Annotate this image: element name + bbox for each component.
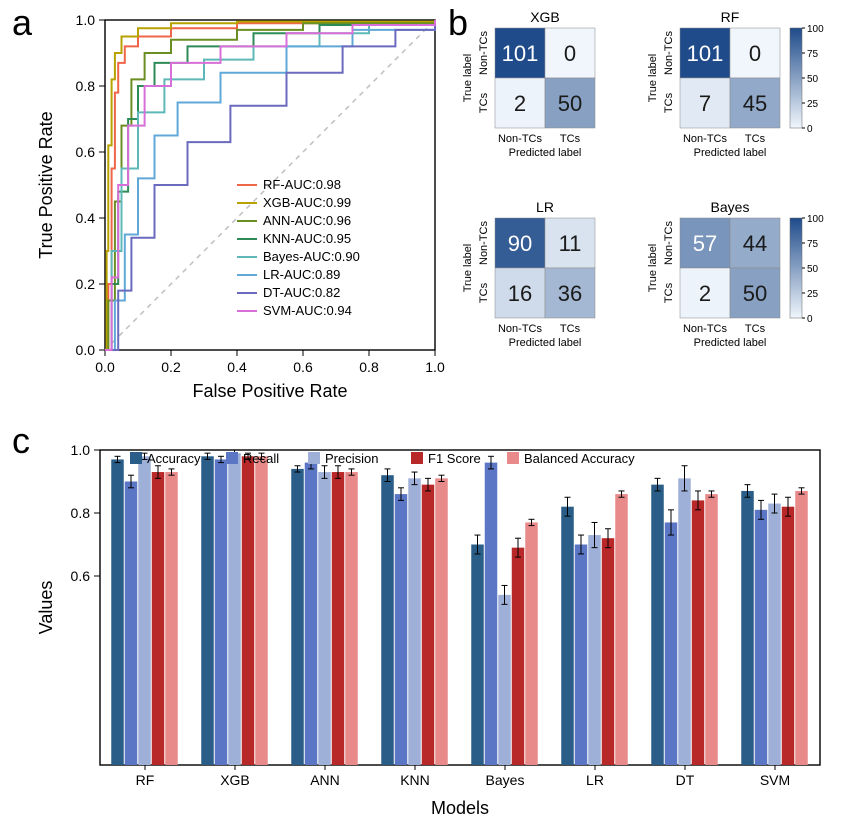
svg-text:0.8: 0.8 <box>76 78 96 94</box>
svg-text:Non-TCs: Non-TCs <box>663 221 675 266</box>
svg-text:44: 44 <box>743 231 767 256</box>
svg-text:TCs: TCs <box>560 323 581 335</box>
svg-text:SVM-AUC:0.94: SVM-AUC:0.94 <box>263 303 352 318</box>
svg-text:0.6: 0.6 <box>76 144 96 160</box>
svg-text:1.0: 1.0 <box>76 12 96 28</box>
svg-text:DT-AUC:0.82: DT-AUC:0.82 <box>263 285 340 300</box>
svg-text:90: 90 <box>508 231 532 256</box>
svg-text:DT: DT <box>676 772 695 788</box>
svg-text:RF: RF <box>721 9 740 25</box>
svg-text:0.6: 0.6 <box>71 568 91 584</box>
svg-text:Non-TCs: Non-TCs <box>478 221 490 266</box>
svg-text:LR-AUC:0.89: LR-AUC:0.89 <box>263 267 340 282</box>
svg-text:0.8: 0.8 <box>359 359 379 375</box>
svg-text:XGB: XGB <box>530 9 560 25</box>
svg-text:Accuracy: Accuracy <box>147 451 201 466</box>
svg-text:True label: True label <box>462 244 474 293</box>
svg-text:1.0: 1.0 <box>425 359 445 375</box>
svg-text:Values: Values <box>36 581 56 635</box>
svg-text:16: 16 <box>508 281 532 306</box>
svg-text:45: 45 <box>743 91 767 116</box>
svg-text:25: 25 <box>807 289 819 300</box>
svg-text:50: 50 <box>807 264 819 275</box>
svg-text:2: 2 <box>699 281 711 306</box>
svg-text:1.0: 1.0 <box>71 442 91 458</box>
svg-text:LR: LR <box>586 772 604 788</box>
svg-text:0: 0 <box>807 314 813 325</box>
svg-text:ANN-AUC:0.96: ANN-AUC:0.96 <box>263 213 351 228</box>
metrics-bar-chart: 0.6 0.8 1.0 Values Models RF XGB ANN KNN Bayes LR D… <box>30 430 830 820</box>
roc-chart: 0.00.0 0.2 0.2 0.4 0.4 0.6 0.6 0.8 0.8 1.0 1.0 Fals… <box>30 5 450 405</box>
svg-text:0: 0 <box>749 41 761 66</box>
svg-text:100: 100 <box>807 214 824 225</box>
svg-text:101: 101 <box>687 41 724 66</box>
svg-text:0.0: 0.0 <box>95 359 115 375</box>
svg-text:Models: Models <box>431 798 489 818</box>
svg-text:SVM: SVM <box>760 772 790 788</box>
svg-text:Recall: Recall <box>243 451 279 466</box>
svg-text:57: 57 <box>693 231 717 256</box>
svg-text:0.4: 0.4 <box>76 210 96 226</box>
svg-text:Predicted label: Predicted label <box>509 147 582 159</box>
svg-text:50: 50 <box>558 91 582 116</box>
svg-text:100: 100 <box>807 24 824 35</box>
svg-text:Non-TCs: Non-TCs <box>663 31 675 76</box>
svg-text:True label: True label <box>647 244 659 293</box>
svg-text:75: 75 <box>807 239 819 250</box>
svg-text:True label: True label <box>462 54 474 103</box>
svg-text:LR: LR <box>536 199 554 215</box>
svg-text:Bayes: Bayes <box>486 772 525 788</box>
svg-text:ANN: ANN <box>310 772 340 788</box>
svg-text:RF: RF <box>136 772 155 788</box>
svg-text:Non-TCs: Non-TCs <box>498 133 543 145</box>
svg-text:Non-TCs: Non-TCs <box>683 133 728 145</box>
svg-text:False Positive Rate: False Positive Rate <box>192 381 347 401</box>
svg-text:Balanced Accuracy: Balanced Accuracy <box>524 451 635 466</box>
svg-text:Non-TCs: Non-TCs <box>478 31 490 76</box>
svg-text:F1 Score: F1 Score <box>428 451 481 466</box>
svg-text:Precision: Precision <box>325 451 378 466</box>
svg-text:0.2: 0.2 <box>161 359 181 375</box>
svg-text:0.6: 0.6 <box>293 359 313 375</box>
svg-text:11: 11 <box>559 231 582 256</box>
svg-text:RF-AUC:0.98: RF-AUC:0.98 <box>263 177 341 192</box>
svg-text:KNN: KNN <box>400 772 430 788</box>
svg-text:XGB: XGB <box>220 772 250 788</box>
svg-text:True label: True label <box>647 54 659 103</box>
svg-text:XGB-AUC:0.99: XGB-AUC:0.99 <box>263 195 351 210</box>
svg-text:Non-TCs: Non-TCs <box>683 323 728 335</box>
svg-text:0.0: 0.0 <box>76 342 96 358</box>
panel-label-c: c <box>12 420 30 462</box>
svg-text:Predicted label: Predicted label <box>694 147 767 159</box>
svg-text:Non-TCs: Non-TCs <box>498 323 543 335</box>
svg-text:TCs: TCs <box>478 92 490 113</box>
svg-text:36: 36 <box>558 281 582 306</box>
svg-text:0.2: 0.2 <box>76 276 96 292</box>
svg-text:0: 0 <box>807 124 813 135</box>
svg-text:Bayes-AUC:0.90: Bayes-AUC:0.90 <box>263 249 360 264</box>
svg-text:0: 0 <box>564 41 576 66</box>
svg-text:0.8: 0.8 <box>71 505 91 521</box>
svg-text:Predicted label: Predicted label <box>694 337 767 349</box>
svg-text:Predicted label: Predicted label <box>509 337 582 349</box>
svg-text:101: 101 <box>502 41 539 66</box>
svg-text:TCs: TCs <box>745 323 766 335</box>
svg-text:50: 50 <box>743 281 767 306</box>
svg-text:2: 2 <box>514 91 526 116</box>
confusion-matrices: XGB1010250Non-TCsTCsPredicted labelNon-T… <box>450 8 850 408</box>
svg-text:Bayes: Bayes <box>711 199 750 215</box>
svg-text:7: 7 <box>699 91 711 116</box>
svg-text:0.4: 0.4 <box>227 359 247 375</box>
svg-text:TCs: TCs <box>478 282 490 303</box>
svg-text:50: 50 <box>807 74 819 85</box>
svg-text:TCs: TCs <box>663 282 675 303</box>
svg-text:25: 25 <box>807 99 819 110</box>
svg-text:KNN-AUC:0.95: KNN-AUC:0.95 <box>263 231 351 246</box>
svg-text:TCs: TCs <box>745 133 766 145</box>
svg-text:True Positive Rate: True Positive Rate <box>36 111 56 258</box>
svg-text:TCs: TCs <box>663 92 675 113</box>
svg-text:75: 75 <box>807 49 819 60</box>
svg-text:TCs: TCs <box>560 133 581 145</box>
figure: a b c 0.00.00.20.20.40.40.60.60.80.81.01… <box>0 0 852 828</box>
